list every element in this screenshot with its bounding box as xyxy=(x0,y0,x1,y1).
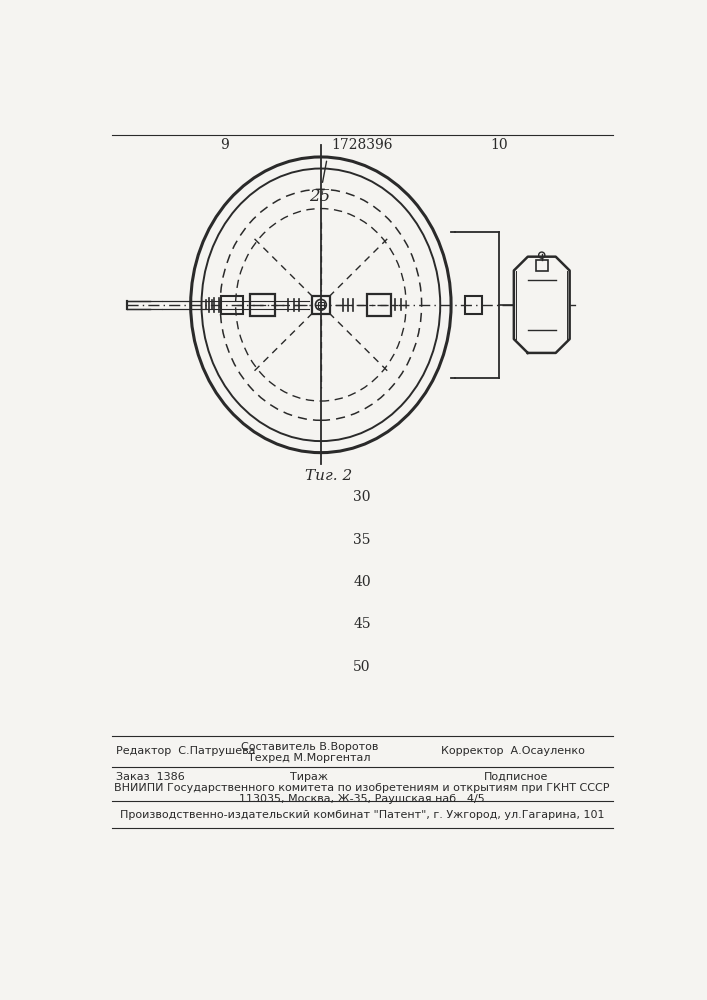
Text: 113035, Москва, Ж-35, Раушская наб.. 4/5: 113035, Москва, Ж-35, Раушская наб.. 4/5 xyxy=(239,794,485,804)
Text: 45: 45 xyxy=(353,617,370,631)
Text: Составитель В.Воротов: Составитель В.Воротов xyxy=(240,742,378,752)
Text: 40: 40 xyxy=(353,575,370,589)
Bar xyxy=(312,296,330,314)
Text: Техред М.Моргентал: Техред М.Моргентал xyxy=(248,753,370,763)
Text: Редактор  С.Патрушева: Редактор С.Патрушева xyxy=(115,746,255,756)
Bar xyxy=(250,294,275,316)
Bar xyxy=(221,296,243,314)
Text: ВНИИПИ Государственного комитета по изобретениям и открытиям при ГКНТ СССР: ВНИИПИ Государственного комитета по изоб… xyxy=(115,783,609,793)
Text: 35: 35 xyxy=(354,533,370,547)
Text: 9: 9 xyxy=(220,138,228,152)
Polygon shape xyxy=(514,257,570,353)
Bar xyxy=(535,260,548,271)
Text: Тираж: Тираж xyxy=(291,772,328,782)
Text: 1728396: 1728396 xyxy=(331,138,392,152)
Text: Корректор  А.Осауленко: Корректор А.Осауленко xyxy=(440,746,585,756)
Text: 30: 30 xyxy=(354,490,370,504)
Text: Производственно-издательский комбинат "Патент", г. Ужгород, ул.Гагарина, 101: Производственно-издательский комбинат "П… xyxy=(119,810,604,820)
Bar xyxy=(465,296,482,314)
Text: Подписное: Подписное xyxy=(484,772,548,782)
Text: 50: 50 xyxy=(354,660,370,674)
Bar xyxy=(317,302,324,308)
Text: Τиг. 2: Τиг. 2 xyxy=(305,469,352,483)
Text: 25: 25 xyxy=(309,161,330,205)
Text: Заказ  1386: Заказ 1386 xyxy=(115,772,185,782)
Bar xyxy=(367,294,392,316)
Text: 10: 10 xyxy=(491,138,508,152)
